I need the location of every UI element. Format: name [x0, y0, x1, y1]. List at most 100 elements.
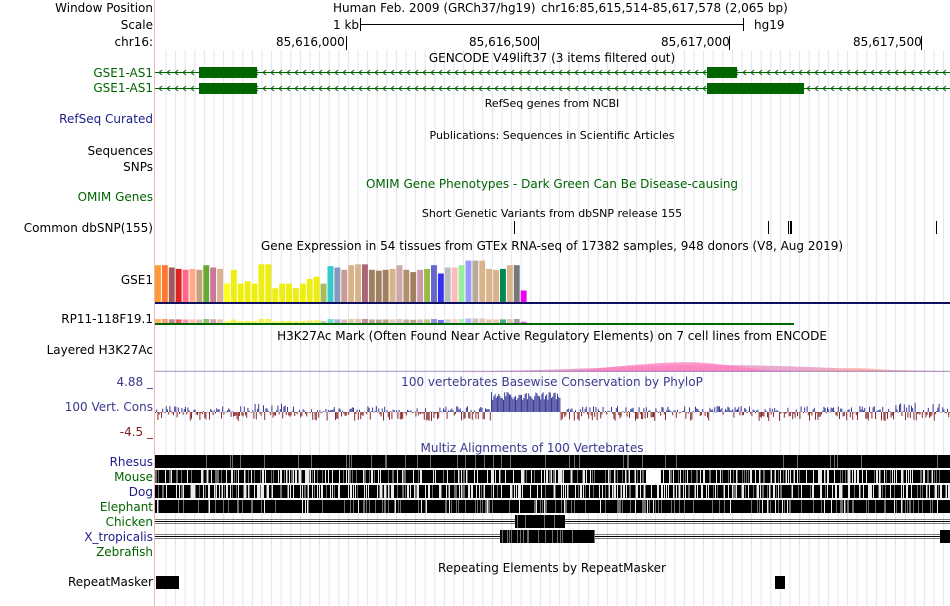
gtex-tissue-bar-rp11[interactable]	[500, 319, 506, 323]
gtex-tissue-bar[interactable]	[313, 276, 320, 302]
gtex-tissue-bar[interactable]	[444, 267, 451, 303]
gtex-tissue-bar-rp11[interactable]	[279, 321, 286, 323]
gencode-item-label[interactable]: GSE1-AS1	[93, 81, 153, 95]
gtex-tissue-bar-rp11[interactable]	[327, 319, 334, 323]
multiz-species-row[interactable]	[155, 530, 950, 543]
gtex-tissue-bar[interactable]	[320, 283, 327, 302]
gtex-tissue-bar-rp11[interactable]	[410, 319, 417, 324]
gtex-tissue-bar[interactable]	[217, 268, 223, 302]
gtex-tissue-bar[interactable]	[341, 269, 348, 302]
multiz-track-title[interactable]: Multiz Alignments of 100 Vertebrates	[420, 441, 644, 455]
gtex-tissue-bar[interactable]	[189, 268, 196, 302]
gtex-tissue-bar-rp11[interactable]	[424, 319, 430, 323]
gtex-tissue-bar[interactable]	[458, 265, 465, 302]
gtex-tissue-bar-rp11[interactable]	[437, 319, 444, 323]
gtex-tissue-bar[interactable]	[472, 260, 479, 302]
gencode-item-label[interactable]: GSE1-AS1	[93, 66, 153, 80]
refseq-track-label[interactable]: RefSeq Curated	[59, 112, 153, 126]
gtex-tissue-bar-rp11[interactable]	[265, 318, 272, 323]
phylop-track-label[interactable]: 100 Vert. Cons	[64, 400, 153, 414]
gtex-tissue-bar[interactable]	[396, 265, 403, 302]
gtex-tissue-bar-rp11[interactable]	[417, 319, 424, 324]
gtex-tissue-bar[interactable]	[355, 264, 361, 302]
gtex-tissue-bar[interactable]	[382, 269, 389, 302]
gtex-tissue-bar[interactable]	[272, 288, 279, 302]
gtex-tissue-bar[interactable]	[251, 283, 258, 302]
gtex-tissue-bar[interactable]	[210, 267, 217, 303]
gtex-tissue-bar-rp11[interactable]	[444, 319, 451, 324]
gtex-tissue-bar[interactable]	[237, 283, 244, 302]
gtex-tissue-bar-rp11[interactable]	[396, 319, 403, 323]
gtex-tissue-bar[interactable]	[175, 268, 182, 302]
gtex-tissue-bar-rp11[interactable]	[313, 320, 320, 324]
repeatmasker-track-title[interactable]: Repeating Elements by RepeatMasker	[438, 561, 666, 575]
gtex-tissue-bar[interactable]	[244, 281, 251, 302]
gtex-tissue-bar[interactable]	[513, 265, 520, 302]
gtex-tissue-bar[interactable]	[279, 283, 286, 302]
gtex-tissue-bar-rp11[interactable]	[382, 319, 389, 324]
multiz-species-row[interactable]	[155, 455, 950, 468]
h3k27ac-track-label[interactable]: Layered H3K27Ac	[46, 343, 153, 357]
snp-variant[interactable]	[788, 221, 789, 234]
repeat-element[interactable]	[156, 576, 179, 589]
dbsnp-track[interactable]	[155, 221, 950, 235]
gtex-tissue-bar-rp11[interactable]	[161, 319, 168, 323]
repeatmasker-track-label[interactable]: RepeatMasker	[67, 575, 153, 589]
gtex-tissue-bar-rp11[interactable]	[320, 321, 327, 323]
gtex-track-title[interactable]: Gene Expression in 54 tissues from GTEx …	[260, 239, 844, 253]
multiz-species-label[interactable]: Elephant	[99, 500, 153, 514]
omim-track-title[interactable]: OMIM Gene Phenotypes - Dark Green Can Be…	[365, 177, 739, 191]
gtex-tissue-bar-rp11[interactable]	[203, 319, 210, 323]
gtex-tissue-bar[interactable]	[479, 260, 486, 302]
gtex-tissue-bar-rp11[interactable]	[431, 319, 437, 323]
omim-track-label[interactable]: OMIM Genes	[77, 190, 153, 204]
gtex-tissue-bar-rp11[interactable]	[493, 319, 499, 324]
gtex-tissue-bar-rp11[interactable]	[513, 319, 520, 323]
snp-variant[interactable]	[768, 221, 769, 234]
gtex-tissue-bar-rp11[interactable]	[520, 321, 527, 324]
gtex-tissue-bar[interactable]	[327, 266, 334, 302]
multiz-species-label[interactable]: Dog	[128, 485, 153, 499]
gtex-tissue-bar[interactable]	[403, 269, 410, 302]
gtex-tissue-bar-rp11[interactable]	[237, 321, 244, 323]
gtex-tissue-bar-rp11[interactable]	[355, 318, 361, 323]
gencode-track-title[interactable]: GENCODE V49lift37 (3 items filtered out)	[428, 51, 676, 65]
gtex-tissue-bar-rp11[interactable]	[451, 319, 458, 324]
repeatmasker-track[interactable]	[155, 575, 950, 591]
gtex-tissue-bar-rp11[interactable]	[155, 319, 161, 323]
gtex-tissue-bar-rp11[interactable]	[465, 318, 472, 324]
gtex-tissue-bar[interactable]	[375, 270, 382, 302]
gtex-tissue-bar-rp11[interactable]	[479, 318, 486, 324]
gtex-tissue-bar-rp11[interactable]	[472, 318, 479, 324]
gtex-tissue-bar-rp11[interactable]	[251, 321, 258, 323]
gtex-tissue-bar-rp11[interactable]	[403, 319, 410, 324]
gtex-tissue-bar-rp11[interactable]	[286, 321, 292, 323]
gtex-tissue-bar[interactable]	[265, 264, 272, 302]
gtex-tissue-bar[interactable]	[486, 268, 493, 302]
gtex-tissue-bar[interactable]	[155, 265, 161, 302]
gtex-tissue-bar-rp11[interactable]	[506, 319, 513, 323]
gtex-tissue-bar-rp11[interactable]	[196, 319, 203, 324]
gtex-tissue-bar[interactable]	[161, 265, 168, 302]
gtex-tissue-bar[interactable]	[293, 288, 299, 302]
phylop-track-title[interactable]: 100 vertebrates Basewise Conservation by…	[401, 375, 703, 389]
gtex-track[interactable]	[155, 254, 950, 328]
gtex-tissue-bar[interactable]	[299, 283, 306, 302]
gtex-tissue-bar[interactable]	[506, 265, 513, 302]
multiz-species-row[interactable]	[155, 485, 950, 498]
gtex-tissue-bar[interactable]	[424, 268, 430, 302]
gtex-tissue-bar-rp11[interactable]	[217, 319, 223, 323]
gtex-tissue-bar-rp11[interactable]	[368, 319, 375, 324]
gtex-tissue-bar[interactable]	[465, 260, 472, 302]
multiz-track[interactable]	[155, 455, 950, 560]
phylop-track[interactable]	[155, 386, 950, 436]
gtex-tissue-bar-rp11[interactable]	[293, 321, 299, 324]
gtex-tissue-bar[interactable]	[203, 265, 210, 302]
gtex-tissue-bar-rp11[interactable]	[348, 319, 355, 323]
multiz-species-row[interactable]	[155, 500, 950, 513]
multiz-species-row[interactable]	[155, 515, 950, 528]
snp-variant[interactable]	[514, 221, 515, 234]
gtex-tissue-bar-rp11[interactable]	[244, 320, 251, 324]
gtex-tissue-bar-rp11[interactable]	[230, 319, 237, 324]
publications-snps-label[interactable]: SNPs	[123, 160, 153, 174]
